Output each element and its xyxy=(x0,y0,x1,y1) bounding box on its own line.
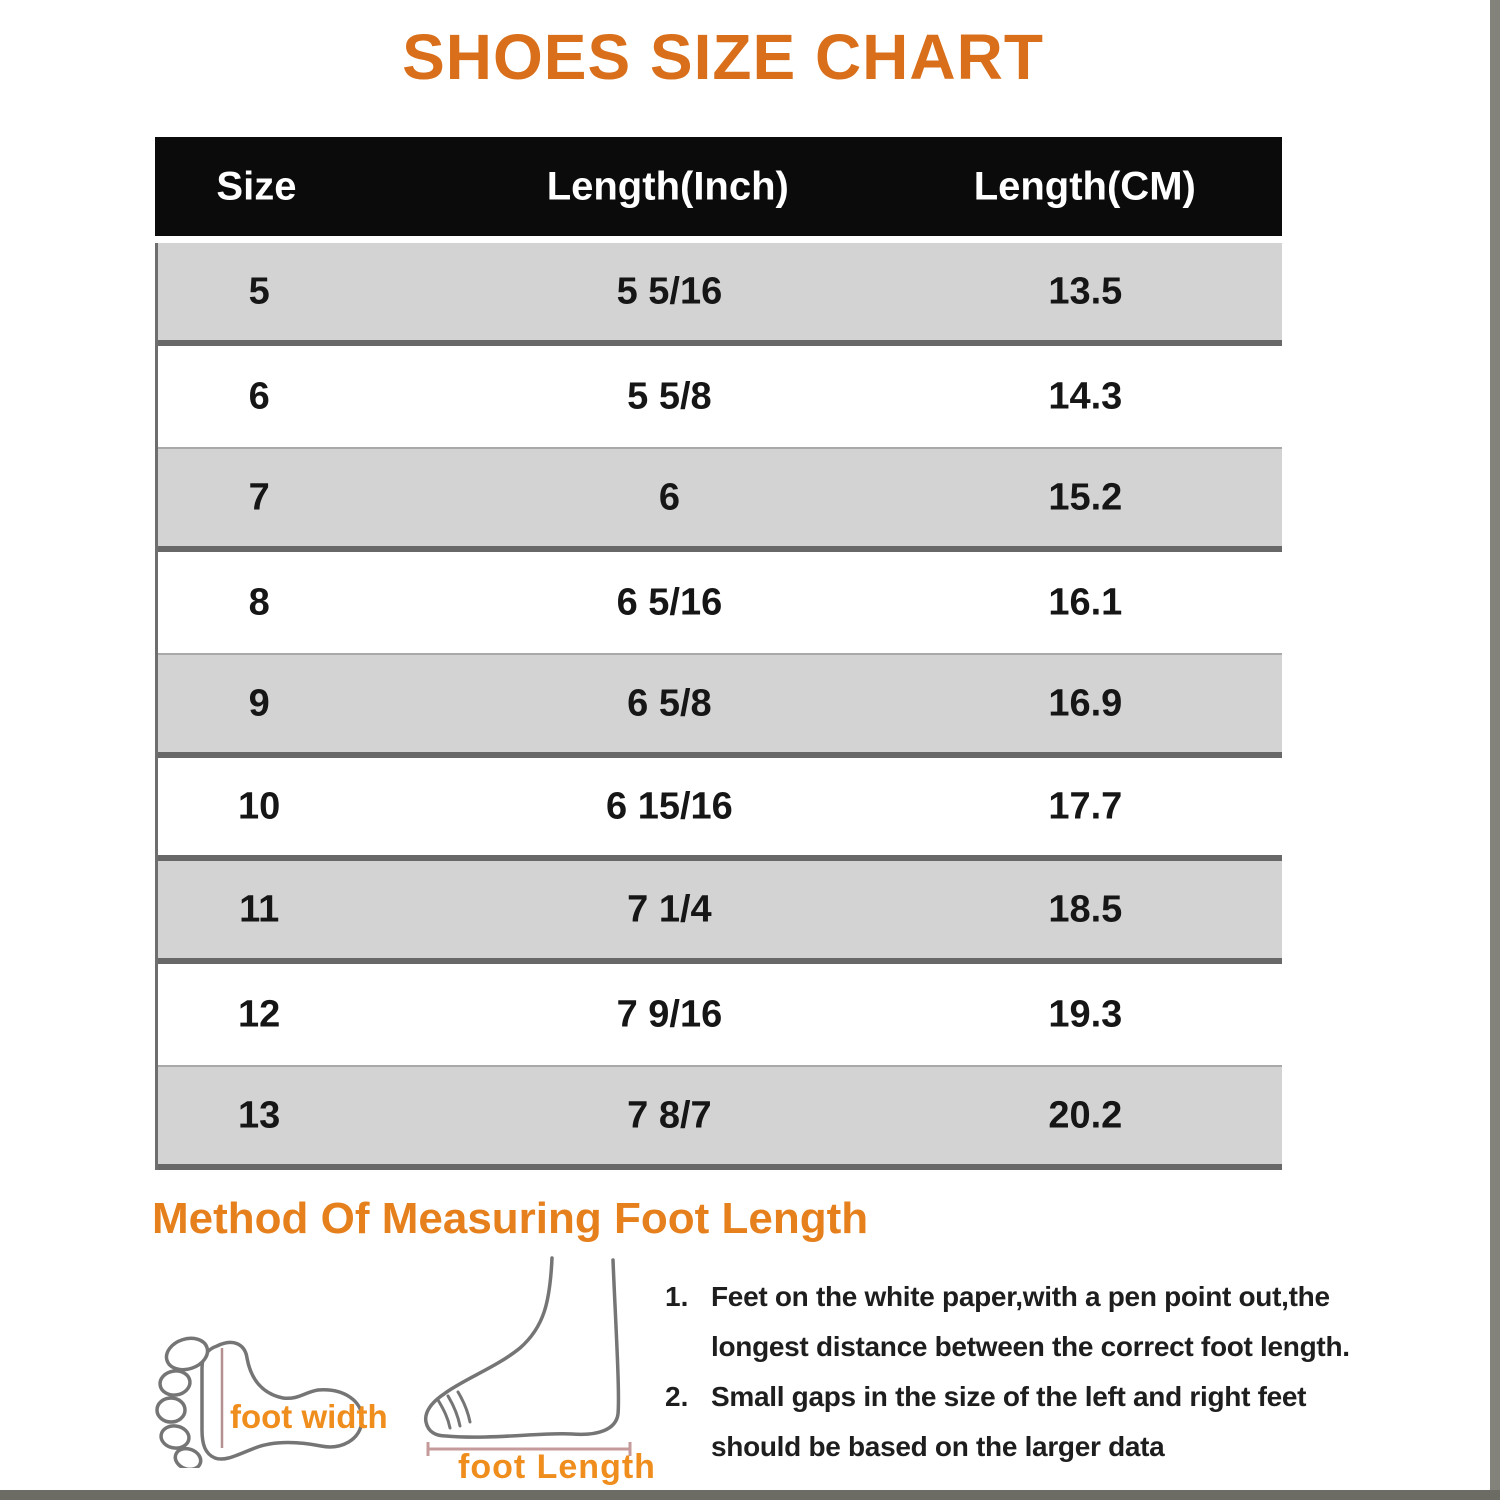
inch-value: 6 5/8 xyxy=(627,682,712,724)
table-row: 5 5 5/16 13.5 xyxy=(158,243,1282,346)
cm-value: 18.5 xyxy=(1048,888,1123,930)
header-length-inch: Length(Inch) xyxy=(546,164,789,208)
cm-value: 17.7 xyxy=(1048,785,1123,827)
method-heading: Method Of Measuring Foot Length xyxy=(152,1194,869,1243)
instruction-text: Small gaps in the size of the left and r… xyxy=(711,1381,1307,1412)
cm-value: 16.9 xyxy=(1048,682,1123,724)
inch-value: 5 5/16 xyxy=(616,270,723,312)
cm-value: 13.5 xyxy=(1048,270,1123,312)
header-length-cm: Length(CM) xyxy=(973,164,1196,208)
instruction-text: longest distance between the correct foo… xyxy=(711,1331,1350,1362)
inch-value: 7 1/4 xyxy=(627,888,712,930)
table-header-row: Size Length(Inch) Length(CM) xyxy=(155,137,1282,243)
instruction-text: should be based on the larger data xyxy=(711,1431,1165,1462)
size-value: 7 xyxy=(248,476,270,518)
table-body: 5 5 5/16 13.5 6 5 5/8 14.3 7 6 15.2 8 6 … xyxy=(155,243,1282,1170)
inch-value: 6 xyxy=(658,476,680,518)
size-value: 8 xyxy=(248,581,270,623)
footprint-diagram-icon xyxy=(155,1336,364,1468)
table-row: 12 7 9/16 19.3 xyxy=(158,964,1282,1067)
size-value: 9 xyxy=(248,682,270,724)
instruction-number: 2. xyxy=(665,1381,689,1412)
header-size: Size xyxy=(216,164,297,208)
size-value: 6 xyxy=(248,375,270,417)
table-row: 10 6 15/16 17.7 xyxy=(158,758,1282,861)
table-row: 11 7 1/4 18.5 xyxy=(158,861,1282,964)
inch-value: 5 5/8 xyxy=(627,375,712,417)
side-foot-diagram-icon xyxy=(423,1256,632,1456)
table-row: 6 5 5/8 14.3 xyxy=(158,346,1282,449)
inch-value: 6 5/16 xyxy=(616,581,723,623)
instruction-text: Feet on the white paper,with a pen point… xyxy=(711,1281,1330,1312)
inch-value: 7 8/7 xyxy=(627,1094,712,1136)
size-value: 5 xyxy=(248,270,270,312)
foot-width-label: foot width xyxy=(230,1398,388,1435)
page-title: SHOES SIZE CHART xyxy=(402,21,1044,93)
size-value: 12 xyxy=(238,993,281,1035)
instruction-item: 1. Feet on the white paper,with a pen po… xyxy=(665,1272,1385,1372)
table-row: 13 7 8/7 20.2 xyxy=(158,1067,1282,1170)
table-row: 9 6 5/8 16.9 xyxy=(158,655,1282,758)
size-value: 10 xyxy=(238,785,281,827)
table-row: 7 6 15.2 xyxy=(158,449,1282,552)
instruction-item: 2. Small gaps in the size of the left an… xyxy=(665,1372,1385,1472)
cm-value: 14.3 xyxy=(1048,375,1123,417)
cm-value: 20.2 xyxy=(1048,1094,1123,1136)
cm-value: 16.1 xyxy=(1048,581,1123,623)
cm-value: 19.3 xyxy=(1048,993,1123,1035)
foot-length-label: foot Length xyxy=(458,1448,656,1486)
photo-edge-bottom xyxy=(0,1490,1500,1500)
inch-value: 6 15/16 xyxy=(606,785,733,827)
size-table: Size Length(Inch) Length(CM) 5 5 5/16 13… xyxy=(155,137,1282,1170)
size-value: 11 xyxy=(239,888,280,930)
cm-value: 15.2 xyxy=(1048,476,1123,518)
instruction-number: 1. xyxy=(665,1281,689,1312)
size-value: 13 xyxy=(238,1094,281,1136)
inch-value: 7 9/16 xyxy=(616,993,723,1035)
table-row: 8 6 5/16 16.1 xyxy=(158,552,1282,655)
measuring-instructions: 1. Feet on the white paper,with a pen po… xyxy=(665,1272,1385,1472)
photo-edge-right xyxy=(1490,0,1500,1500)
